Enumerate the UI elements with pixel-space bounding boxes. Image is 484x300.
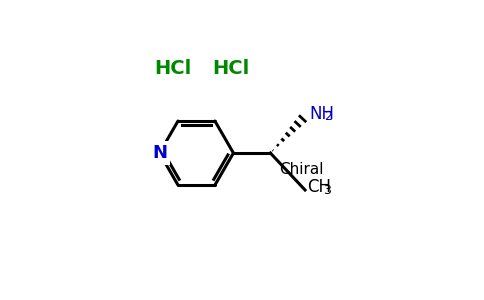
Text: 3: 3 [323, 184, 331, 196]
Text: 2: 2 [324, 110, 332, 123]
Text: HCl: HCl [212, 59, 250, 78]
Text: Chiral: Chiral [279, 163, 323, 178]
Text: CH: CH [307, 178, 332, 196]
Text: NH: NH [309, 105, 334, 123]
Text: HCl: HCl [155, 59, 192, 78]
Text: N: N [152, 144, 167, 162]
